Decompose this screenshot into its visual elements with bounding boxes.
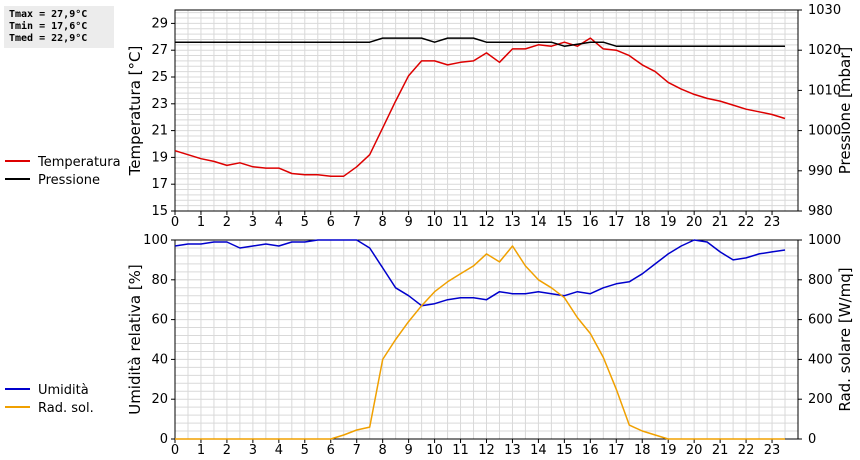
y-left-tick-label: 80 <box>151 273 168 288</box>
y-left-tick-label: 19 <box>151 150 168 165</box>
x-tick-label: 20 <box>686 215 703 230</box>
y-left-tick-label: 29 <box>151 16 168 31</box>
y-left-tick-label: 15 <box>151 204 168 219</box>
x-tick-label: 21 <box>712 443 729 458</box>
y-left-tick-label: 25 <box>151 70 168 85</box>
x-tick-label: 17 <box>608 443 625 458</box>
x-tick-label: 13 <box>504 443 521 458</box>
tmax-label: Tmax = 27,9°C <box>9 9 88 20</box>
x-tick-label: 20 <box>686 443 703 458</box>
y-right-tick-label: 0 <box>808 432 816 447</box>
x-tick-label: 18 <box>634 215 651 230</box>
x-tick-label: 12 <box>478 443 495 458</box>
y-right-tick-label: 1000 <box>808 233 841 248</box>
x-tick-label: 3 <box>249 215 257 230</box>
x-tick-label: 14 <box>530 443 547 458</box>
tmed-label: Tmed = 22,9°C <box>9 33 88 44</box>
y-right-tick-label: 200 <box>808 392 833 407</box>
grid <box>175 10 798 211</box>
x-tick-label: 15 <box>556 215 573 230</box>
x-tick-label: 2 <box>223 215 231 230</box>
x-tick-label: 9 <box>404 443 412 458</box>
x-tick-label: 13 <box>504 215 521 230</box>
y-left-axis-title: Umidità relativa [%] <box>126 264 144 415</box>
x-tick-label: 17 <box>608 215 625 230</box>
x-tick-label: 18 <box>634 443 651 458</box>
tmin-label: Tmin = 17,6°C <box>9 21 88 32</box>
y-left-tick-label: 27 <box>151 43 168 58</box>
y-left-tick-label: 100 <box>143 233 168 248</box>
y-right-tick-label: 1030 <box>808 3 841 18</box>
y-left-tick-label: 21 <box>151 124 168 139</box>
x-tick-label: 6 <box>327 215 335 230</box>
y-right-axis-title: Rad. solare [W/mq] <box>836 267 854 411</box>
x-tick-label: 15 <box>556 443 573 458</box>
y-right-axis-title: Pressione [mbar] <box>836 47 854 175</box>
y-right-tick-label: 980 <box>808 204 833 219</box>
x-tick-label: 4 <box>275 443 283 458</box>
x-tick-label: 3 <box>249 443 257 458</box>
stats-box: Tmax = 27,9°C Tmin = 17,6°C Tmed = 22,9°… <box>4 6 114 48</box>
x-tick-label: 22 <box>738 443 755 458</box>
y-right-tick-label: 1000 <box>808 124 841 139</box>
x-tick-label: 2 <box>223 443 231 458</box>
x-tick-label: 8 <box>379 443 387 458</box>
x-tick-label: 23 <box>764 443 781 458</box>
x-tick-label: 10 <box>426 443 443 458</box>
x-tick-label: 8 <box>379 215 387 230</box>
x-tick-label: 5 <box>301 443 309 458</box>
x-tick-label: 21 <box>712 215 729 230</box>
x-tick-label: 5 <box>301 215 309 230</box>
x-tick-label: 22 <box>738 215 755 230</box>
y-left-tick-label: 0 <box>160 432 168 447</box>
x-tick-label: 11 <box>452 443 469 458</box>
x-tick-label: 6 <box>327 443 335 458</box>
x-tick-label: 0 <box>171 443 179 458</box>
y-right-tick-label: 400 <box>808 352 833 367</box>
y-left-tick-label: 23 <box>151 97 168 112</box>
legend-top: Temperatura Pressione <box>5 155 121 188</box>
y-right-tick-label: 800 <box>808 273 833 288</box>
y-right-tick-label: 1020 <box>808 43 841 58</box>
y-right-tick-label: 990 <box>808 164 833 179</box>
x-tick-label: 10 <box>426 215 443 230</box>
series-rad-sol-line <box>175 245 785 440</box>
x-tick-label: 9 <box>404 215 412 230</box>
y-left-tick-label: 20 <box>151 392 168 407</box>
x-tick-label: 16 <box>582 215 599 230</box>
x-tick-label: 12 <box>478 215 495 230</box>
x-tick-label: 11 <box>452 215 469 230</box>
y-left-tick-label: 17 <box>151 177 168 192</box>
y-right-tick-label: 600 <box>808 313 833 328</box>
legend-bottom: Umidità Rad. sol. <box>5 383 94 416</box>
y-left-axis-title: Temperatura [°C] <box>126 46 144 177</box>
legend-label: Umidità <box>38 383 89 398</box>
series-pressione-line <box>175 37 785 47</box>
x-tick-label: 19 <box>660 443 677 458</box>
grid <box>175 240 798 439</box>
x-tick-label: 16 <box>582 443 599 458</box>
x-tick-label: 7 <box>353 215 361 230</box>
x-tick-label: 0 <box>171 215 179 230</box>
x-tick-label: 4 <box>275 215 283 230</box>
x-tick-label: 19 <box>660 215 677 230</box>
legend-label: Temperatura <box>37 155 121 170</box>
y-left-tick-label: 60 <box>151 313 168 328</box>
legend-label: Pressione <box>38 173 100 188</box>
x-tick-label: 1 <box>197 443 205 458</box>
series-umidità-line <box>174 239 786 307</box>
x-tick-label: 14 <box>530 215 547 230</box>
y-left-tick-label: 40 <box>151 352 168 367</box>
series-temperatura-line <box>174 37 786 177</box>
x-tick-label: 7 <box>353 443 361 458</box>
legend-label: Rad. sol. <box>38 401 94 416</box>
x-tick-label: 23 <box>764 215 781 230</box>
y-right-tick-label: 1010 <box>808 83 841 98</box>
x-tick-label: 1 <box>197 215 205 230</box>
